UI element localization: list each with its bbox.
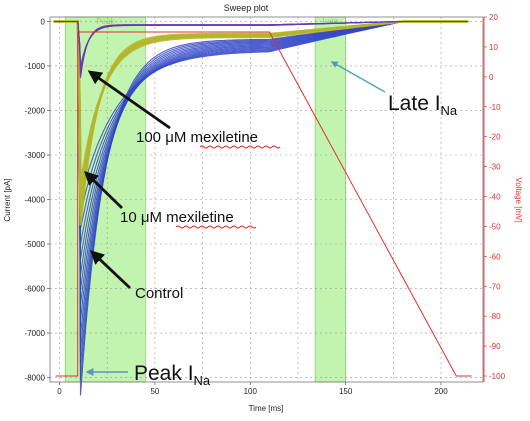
y2-tick-label: 10 — [489, 43, 498, 52]
y-tick-label: -2000 — [25, 106, 46, 115]
y2-tick-label: -90 — [489, 342, 501, 351]
label-late-ina: Late INa — [388, 92, 458, 118]
y-tick-label: -4000 — [25, 196, 46, 205]
label-100um-mexiletine: 100 μM mexiletine — [136, 129, 258, 146]
y2-tick-label: -40 — [489, 193, 501, 202]
y2-tick-label: -10 — [489, 103, 501, 112]
x-tick-label: 50 — [150, 387, 159, 396]
arrow-10um-mexiletine — [83, 171, 123, 210]
current-traces — [53, 20, 469, 396]
y-tick-label: 0 — [41, 17, 46, 26]
y2-tick-label: -60 — [489, 252, 501, 261]
chart-title: Sweep plot — [224, 3, 269, 13]
voltage-protocol — [55, 31, 472, 377]
x-axis-ticks: 0 50 100 150 200 — [57, 382, 448, 396]
y2-axis-label: Voltage [mV] — [514, 177, 523, 222]
spellcheck-underline-100um — [199, 145, 281, 149]
y2-axis-ticks: 20 10 0 -10 -20 -30 -40 -50 -60 -70 -80 -90 -100 — [483, 13, 506, 382]
arrow-late-ina — [330, 61, 386, 93]
x-tick-label: 0 — [57, 387, 62, 396]
arrow-control — [89, 250, 131, 290]
x-tick-label: 100 — [244, 387, 258, 396]
x-tick-label: 200 — [434, 387, 448, 396]
label-10um-mexiletine: 10 μM mexiletine — [120, 209, 234, 226]
x-tick-label: 150 — [339, 387, 353, 396]
voltage-trace — [55, 31, 472, 377]
y2-tick-label: -100 — [489, 372, 506, 381]
y-axis-label: Current [pA] — [3, 178, 12, 221]
series-2 — [53, 20, 469, 79]
sweep-trace — [53, 20, 469, 186]
sweep-trace — [53, 20, 469, 68]
y2-tick-label: -20 — [489, 133, 501, 142]
y-tick-label: -6000 — [25, 285, 46, 294]
sweep-trace — [53, 20, 469, 199]
y-tick-label: -5000 — [25, 240, 46, 249]
series-1 — [53, 20, 469, 226]
label-peak-ina: Peak INa — [134, 362, 211, 388]
y2-tick-label: -70 — [489, 282, 501, 291]
x-axis-label: Time [ms] — [249, 404, 284, 413]
y2-tick-label: 20 — [489, 13, 498, 22]
y-tick-label: -8000 — [25, 374, 46, 383]
spellcheck-underline-10um — [175, 225, 257, 229]
y2-tick-label: -50 — [489, 222, 501, 231]
y2-tick-label: -80 — [489, 312, 501, 321]
y-tick-label: -1000 — [25, 62, 46, 71]
y2-tick-label: -30 — [489, 163, 501, 172]
y-tick-label: -7000 — [25, 329, 46, 338]
label-control: Control — [135, 285, 183, 302]
y-tick-label: -3000 — [25, 151, 46, 160]
arrow-100um-mexiletine — [87, 70, 171, 130]
y2-tick-label: 0 — [489, 73, 494, 82]
y-axis-ticks: 0 -1000 -2000 -3000 -4000 -5000 -6000 -7000 -800… — [25, 17, 50, 383]
